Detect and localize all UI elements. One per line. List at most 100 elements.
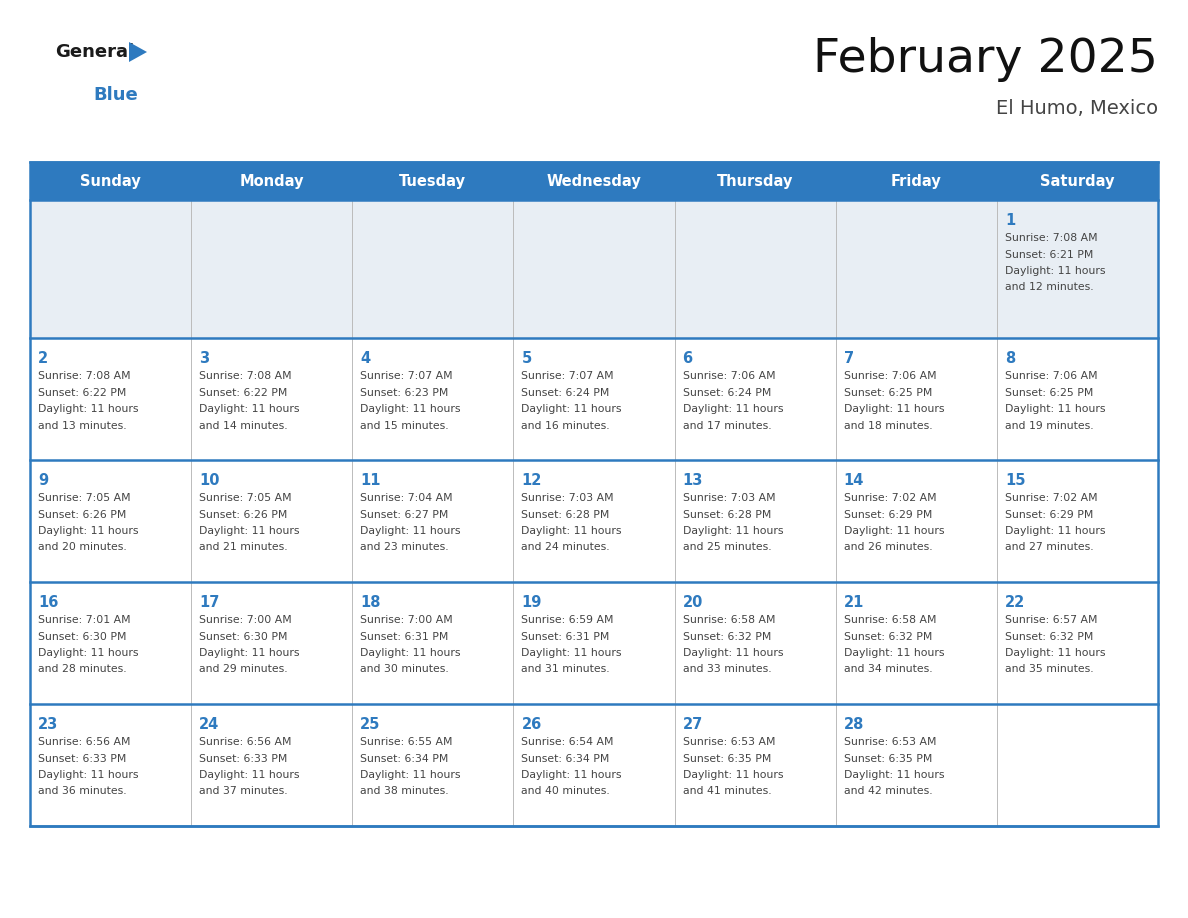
Text: Sunrise: 7:07 AM: Sunrise: 7:07 AM: [522, 371, 614, 381]
Text: 18: 18: [360, 595, 381, 610]
Text: 21: 21: [843, 595, 864, 610]
Text: and 21 minutes.: and 21 minutes.: [200, 543, 287, 553]
Bar: [997, 582, 1158, 704]
Text: Sunset: 6:31 PM: Sunset: 6:31 PM: [360, 632, 449, 642]
Text: Daylight: 11 hours: Daylight: 11 hours: [360, 404, 461, 414]
Text: Friday: Friday: [891, 174, 942, 188]
Bar: [835, 460, 997, 582]
Text: 22: 22: [1005, 595, 1025, 610]
Text: 10: 10: [200, 473, 220, 488]
Text: Sunrise: 7:02 AM: Sunrise: 7:02 AM: [843, 493, 936, 503]
Bar: [997, 704, 1158, 826]
Text: 7: 7: [843, 351, 854, 366]
Text: Sunrise: 7:02 AM: Sunrise: 7:02 AM: [1005, 493, 1098, 503]
Text: Daylight: 11 hours: Daylight: 11 hours: [200, 770, 299, 780]
Text: Daylight: 11 hours: Daylight: 11 hours: [683, 526, 783, 536]
Text: Daylight: 11 hours: Daylight: 11 hours: [843, 404, 944, 414]
Text: Sunrise: 6:54 AM: Sunrise: 6:54 AM: [522, 737, 614, 747]
Text: Sunset: 6:23 PM: Sunset: 6:23 PM: [360, 387, 449, 397]
Text: Sunrise: 6:56 AM: Sunrise: 6:56 AM: [200, 737, 291, 747]
Text: Sunset: 6:31 PM: Sunset: 6:31 PM: [522, 632, 609, 642]
Text: Sunrise: 7:04 AM: Sunrise: 7:04 AM: [360, 493, 453, 503]
Text: 4: 4: [360, 351, 371, 366]
Text: Daylight: 11 hours: Daylight: 11 hours: [522, 770, 623, 780]
Text: 27: 27: [683, 717, 703, 732]
Text: and 33 minutes.: and 33 minutes.: [683, 665, 771, 675]
Text: and 29 minutes.: and 29 minutes.: [200, 665, 287, 675]
Text: 5: 5: [522, 351, 532, 366]
Text: Sunset: 6:30 PM: Sunset: 6:30 PM: [200, 632, 287, 642]
Text: Monday: Monday: [240, 174, 304, 188]
Text: and 41 minutes.: and 41 minutes.: [683, 787, 771, 797]
Text: Sunrise: 7:00 AM: Sunrise: 7:00 AM: [360, 615, 453, 625]
Text: and 37 minutes.: and 37 minutes.: [200, 787, 287, 797]
Text: and 42 minutes.: and 42 minutes.: [843, 787, 933, 797]
Text: and 40 minutes.: and 40 minutes.: [522, 787, 611, 797]
Bar: [191, 460, 353, 582]
Text: Sunset: 6:26 PM: Sunset: 6:26 PM: [38, 509, 126, 520]
Text: February 2025: February 2025: [813, 38, 1158, 83]
Text: Daylight: 11 hours: Daylight: 11 hours: [522, 526, 623, 536]
Text: Sunset: 6:26 PM: Sunset: 6:26 PM: [200, 509, 287, 520]
Text: Sunrise: 7:03 AM: Sunrise: 7:03 AM: [683, 493, 776, 503]
Text: Sunrise: 6:58 AM: Sunrise: 6:58 AM: [683, 615, 775, 625]
Text: Sunset: 6:33 PM: Sunset: 6:33 PM: [38, 754, 126, 764]
Text: Sunrise: 7:06 AM: Sunrise: 7:06 AM: [843, 371, 936, 381]
Bar: [835, 704, 997, 826]
Text: Sunrise: 7:05 AM: Sunrise: 7:05 AM: [38, 493, 131, 503]
Text: Sunrise: 7:06 AM: Sunrise: 7:06 AM: [683, 371, 776, 381]
Text: and 17 minutes.: and 17 minutes.: [683, 420, 771, 431]
Bar: [513, 704, 675, 826]
Text: Sunset: 6:29 PM: Sunset: 6:29 PM: [843, 509, 933, 520]
Text: Sunset: 6:33 PM: Sunset: 6:33 PM: [200, 754, 287, 764]
Text: Sunset: 6:22 PM: Sunset: 6:22 PM: [200, 387, 287, 397]
Text: Daylight: 11 hours: Daylight: 11 hours: [683, 648, 783, 658]
Text: Sunrise: 7:05 AM: Sunrise: 7:05 AM: [200, 493, 292, 503]
Bar: [997, 338, 1158, 460]
Text: Sunset: 6:22 PM: Sunset: 6:22 PM: [38, 387, 126, 397]
Text: General: General: [55, 43, 134, 61]
Bar: [30, 582, 191, 704]
Bar: [191, 582, 353, 704]
Text: Sunset: 6:25 PM: Sunset: 6:25 PM: [843, 387, 933, 397]
Text: Sunset: 6:32 PM: Sunset: 6:32 PM: [843, 632, 933, 642]
Bar: [30, 338, 191, 460]
Text: Daylight: 11 hours: Daylight: 11 hours: [38, 526, 139, 536]
Text: 19: 19: [522, 595, 542, 610]
Text: 15: 15: [1005, 473, 1025, 488]
Bar: [513, 200, 675, 338]
Text: Sunset: 6:27 PM: Sunset: 6:27 PM: [360, 509, 449, 520]
Text: 20: 20: [683, 595, 703, 610]
Text: and 36 minutes.: and 36 minutes.: [38, 787, 127, 797]
Text: 6: 6: [683, 351, 693, 366]
Text: Sunset: 6:24 PM: Sunset: 6:24 PM: [683, 387, 771, 397]
Text: Sunrise: 7:06 AM: Sunrise: 7:06 AM: [1005, 371, 1098, 381]
Text: Daylight: 11 hours: Daylight: 11 hours: [200, 404, 299, 414]
Text: 2: 2: [38, 351, 49, 366]
Text: Sunset: 6:30 PM: Sunset: 6:30 PM: [38, 632, 126, 642]
Bar: [997, 460, 1158, 582]
Text: Sunset: 6:32 PM: Sunset: 6:32 PM: [1005, 632, 1093, 642]
Bar: [353, 460, 513, 582]
Text: and 24 minutes.: and 24 minutes.: [522, 543, 611, 553]
Text: Sunset: 6:28 PM: Sunset: 6:28 PM: [522, 509, 609, 520]
Text: 8: 8: [1005, 351, 1015, 366]
Text: and 35 minutes.: and 35 minutes.: [1005, 665, 1093, 675]
Text: Sunset: 6:35 PM: Sunset: 6:35 PM: [843, 754, 933, 764]
Text: and 15 minutes.: and 15 minutes.: [360, 420, 449, 431]
Text: and 30 minutes.: and 30 minutes.: [360, 665, 449, 675]
Bar: [191, 338, 353, 460]
Text: and 13 minutes.: and 13 minutes.: [38, 420, 127, 431]
Bar: [675, 704, 835, 826]
Bar: [835, 200, 997, 338]
Text: El Humo, Mexico: El Humo, Mexico: [996, 98, 1158, 118]
Text: and 25 minutes.: and 25 minutes.: [683, 543, 771, 553]
Bar: [191, 200, 353, 338]
Text: and 38 minutes.: and 38 minutes.: [360, 787, 449, 797]
Text: Daylight: 11 hours: Daylight: 11 hours: [843, 526, 944, 536]
Bar: [675, 460, 835, 582]
Text: Daylight: 11 hours: Daylight: 11 hours: [38, 648, 139, 658]
Text: and 27 minutes.: and 27 minutes.: [1005, 543, 1093, 553]
Text: and 16 minutes.: and 16 minutes.: [522, 420, 611, 431]
Text: Daylight: 11 hours: Daylight: 11 hours: [843, 648, 944, 658]
